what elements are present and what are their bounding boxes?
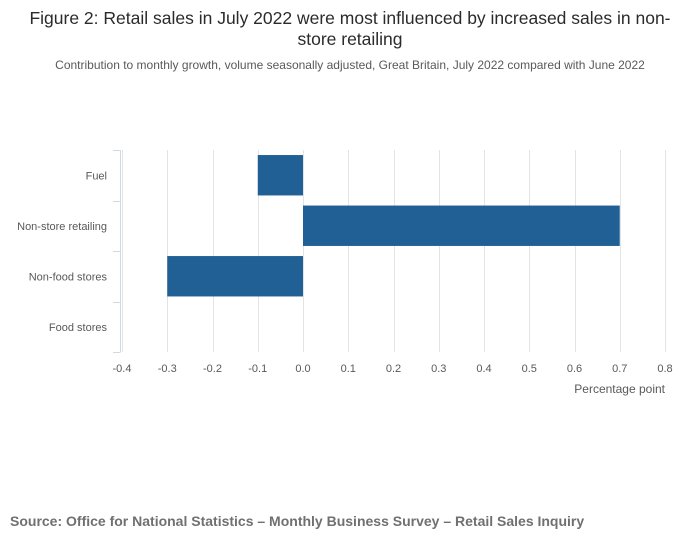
x-tick-label: 0.1 <box>341 363 356 375</box>
chart-subtitle: Contribution to monthly growth, volume s… <box>55 58 645 72</box>
source-note: Source: Office for National Statistics –… <box>10 513 585 529</box>
bar-non-store-retailing <box>303 205 620 246</box>
x-tick-label: 0.6 <box>567 363 582 375</box>
x-tick-label: -0.4 <box>113 363 132 375</box>
x-tick-label: 0.3 <box>431 363 446 375</box>
x-axis-ticks: -0.4 -0.3 -0.2 -0.1 0.0 0.1 0.2 0.3 0.4 0.5 0.6 0.7… <box>113 363 673 375</box>
x-tick-label: 0.5 <box>522 363 537 375</box>
x-tick-label: 0.8 <box>657 363 672 375</box>
bars <box>167 155 620 297</box>
category-label: Fuel <box>86 170 107 182</box>
category-label: Non-food stores <box>29 271 108 283</box>
category-axis: Fuel Non-store retailing Non-food stores Fo… <box>17 150 121 353</box>
bar-non-food-stores <box>167 256 303 297</box>
x-tick-label: 0.4 <box>476 363 491 375</box>
bar-fuel <box>257 155 303 196</box>
x-tick-label: 0.2 <box>386 363 401 375</box>
x-tick-label: 0.7 <box>612 363 627 375</box>
x-tick-label: -0.3 <box>158 363 177 375</box>
x-axis-title: Percentage point <box>574 382 665 396</box>
category-label: Food stores <box>49 322 108 334</box>
x-tick-label: -0.2 <box>203 363 222 375</box>
gridlines <box>122 150 666 352</box>
category-label: Non-store retailing <box>17 221 107 233</box>
chart-title: Figure 2: Retail sales in July 2022 were… <box>29 8 671 49</box>
x-tick-label: 0.0 <box>295 363 310 375</box>
x-tick-label: -0.1 <box>248 363 267 375</box>
